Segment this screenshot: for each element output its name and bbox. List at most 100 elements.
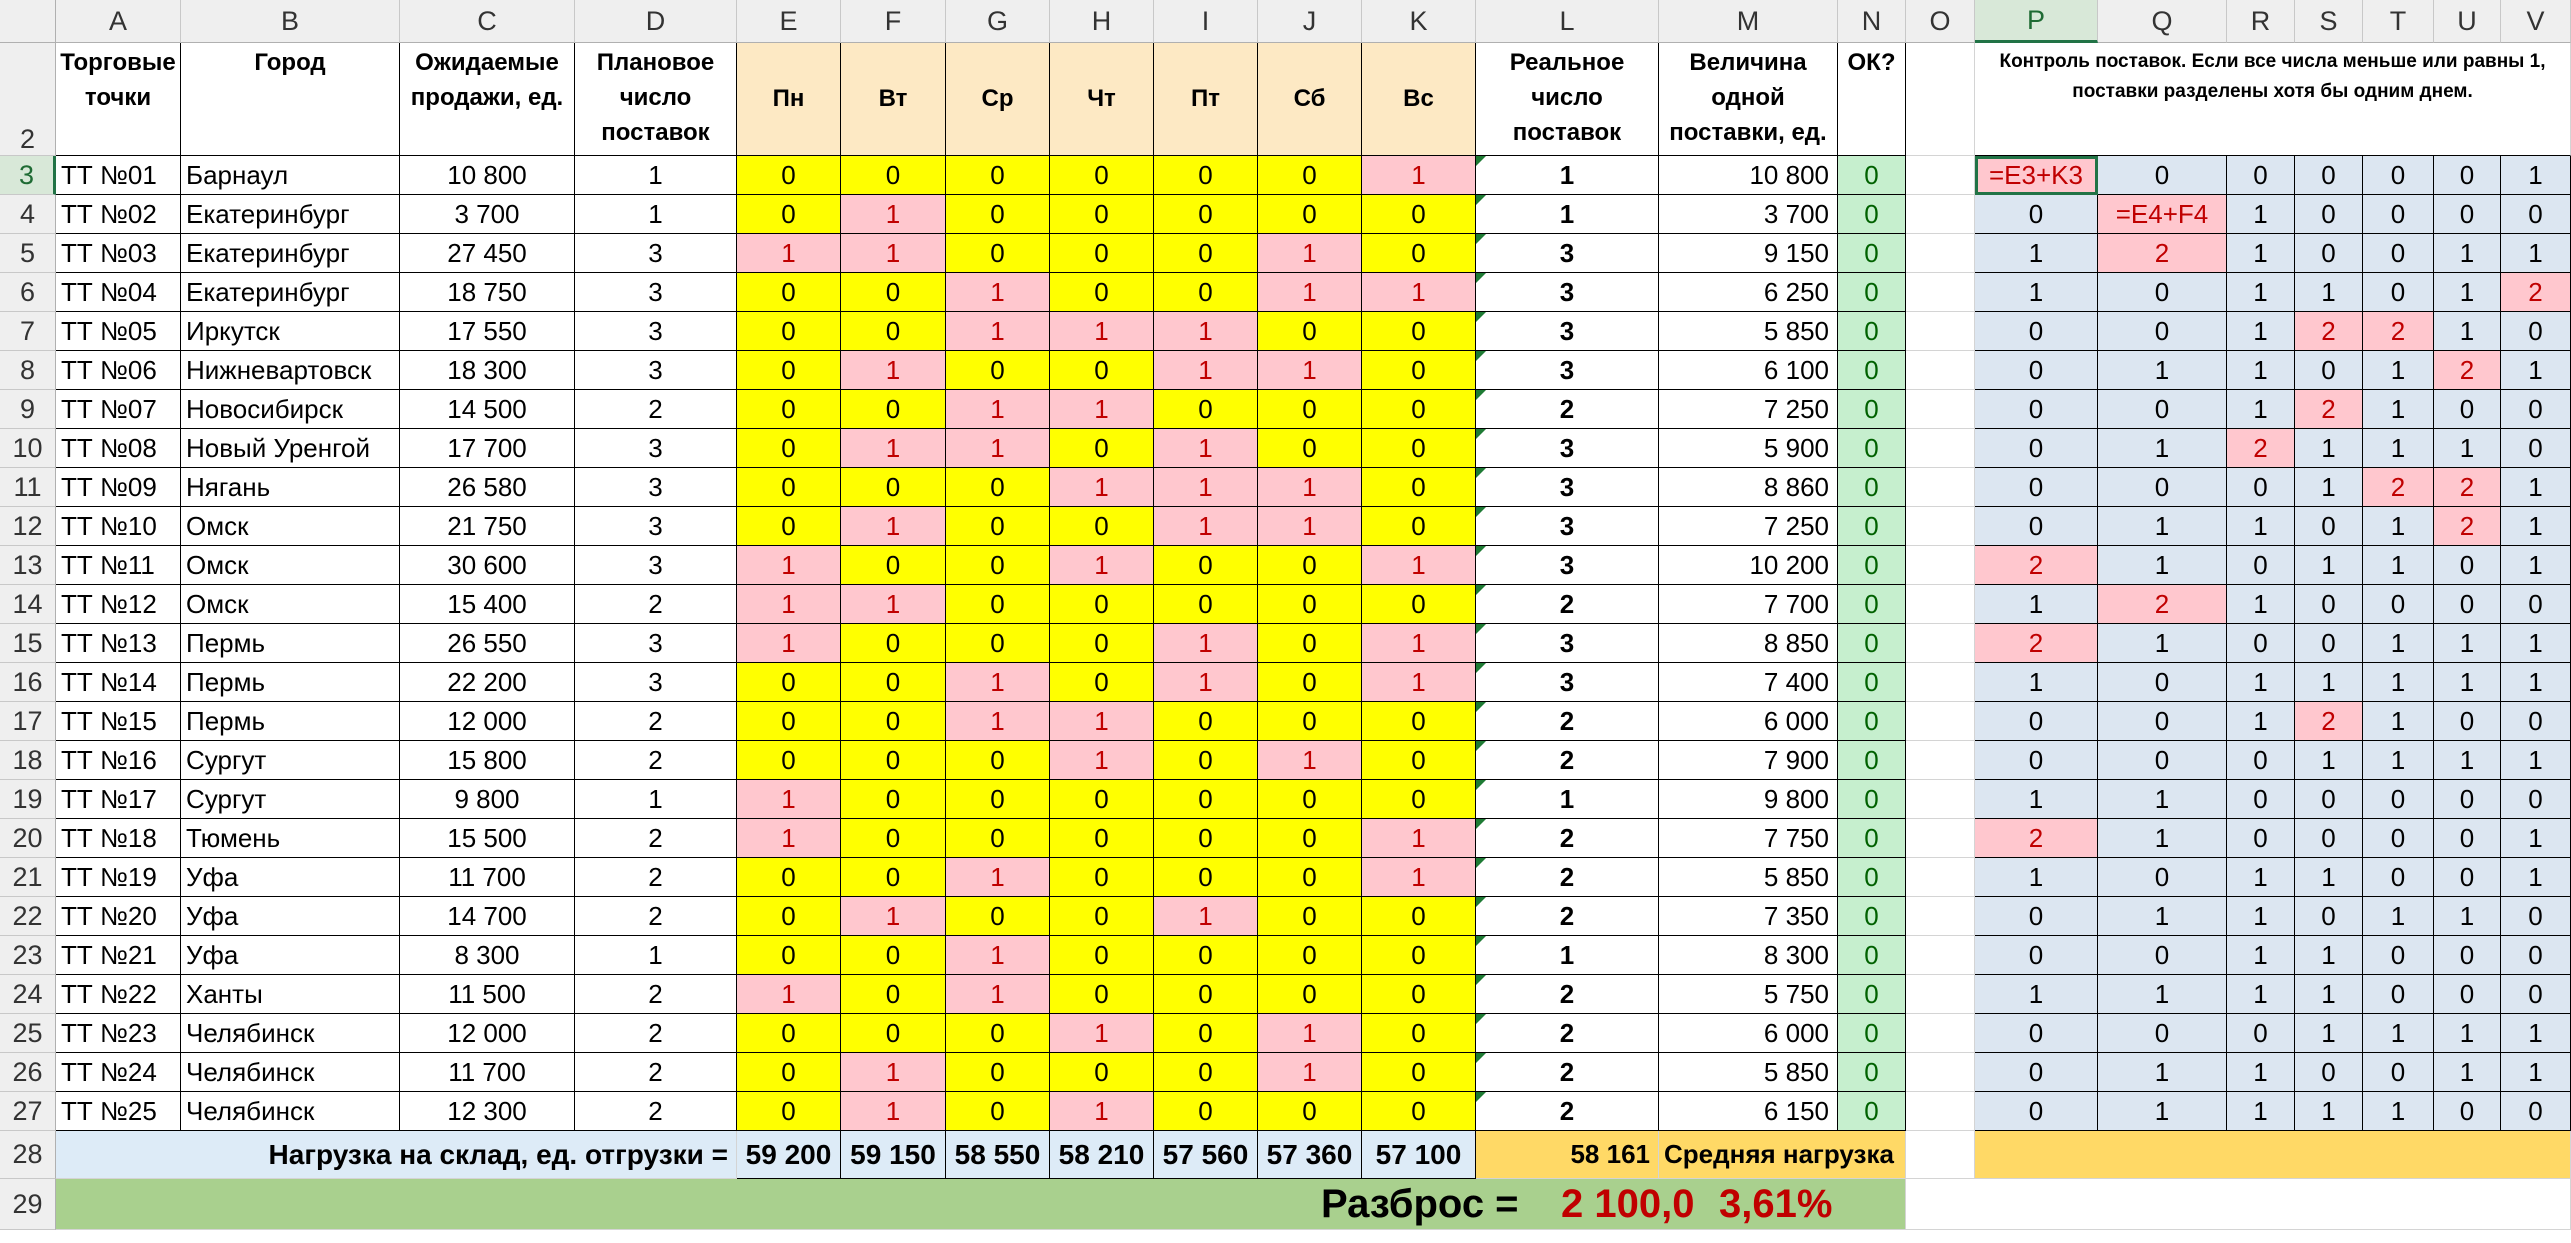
cell-sales[interactable]: 26 580 [400,468,575,507]
cell-plan[interactable]: 2 [575,1053,737,1092]
cell-plan[interactable]: 3 [575,546,737,585]
cell-control-r[interactable]: 0 [2227,1014,2295,1053]
cell-size[interactable]: 10 200 [1659,546,1838,585]
cell-day-7[interactable]: 0 [1362,1092,1476,1131]
cell-ok[interactable]: 0 [1838,663,1906,702]
cell-day-6[interactable]: 0 [1258,1092,1362,1131]
cell-real[interactable]: 3 [1476,468,1659,507]
cell-sales[interactable]: 18 300 [400,351,575,390]
cell-control-u[interactable]: 1 [2434,897,2501,936]
cell-control-t[interactable]: 0 [2363,195,2434,234]
cell-size[interactable]: 6 250 [1659,273,1838,312]
row-header-14[interactable]: 14 [0,585,56,624]
cell-control-t[interactable]: 0 [2363,975,2434,1014]
cell-control-p[interactable]: 1 [1975,273,2098,312]
cell-day-2[interactable]: 0 [841,663,946,702]
cell-day-1[interactable]: 0 [737,156,841,195]
cell-control-s[interactable]: 0 [2295,780,2363,819]
cell-city[interactable]: Тюмень [181,819,400,858]
cell-control-u[interactable]: 0 [2434,936,2501,975]
header-planovoe-chislo[interactable]: Плановое число поставок [575,43,737,156]
row-header-23[interactable]: 23 [0,936,56,975]
cell-day-5[interactable]: 0 [1154,702,1258,741]
row-header-3[interactable]: 3 [0,156,56,195]
cell-control-t[interactable]: 0 [2363,1053,2434,1092]
cell-day-4[interactable]: 0 [1050,1053,1154,1092]
cell-day-4[interactable]: 0 [1050,234,1154,273]
cell-day-7[interactable]: 0 [1362,975,1476,1014]
cell-ok[interactable]: 0 [1838,312,1906,351]
cell-control-q[interactable]: 0 [2098,1014,2227,1053]
cell-size[interactable]: 5 850 [1659,312,1838,351]
cell-control-s[interactable]: 0 [2295,507,2363,546]
cell-sales[interactable]: 21 750 [400,507,575,546]
cell-day-4[interactable]: 0 [1050,507,1154,546]
cell-control-p[interactable]: 0 [1975,390,2098,429]
cell-tt[interactable]: ТТ №10 [56,507,181,546]
cell-day-4[interactable]: 0 [1050,780,1154,819]
cell-day-6[interactable]: 0 [1258,858,1362,897]
cell-real[interactable]: 1 [1476,156,1659,195]
cell-plan[interactable]: 3 [575,468,737,507]
header-day-6[interactable]: Сб [1258,43,1362,156]
cell-control-p[interactable]: 0 [1975,351,2098,390]
cell-day-4[interactable]: 0 [1050,156,1154,195]
cell-control-s[interactable]: 0 [2295,156,2363,195]
cell-control-q[interactable]: 2 [2098,234,2227,273]
cell-day-6[interactable]: 0 [1258,429,1362,468]
cell-control-p[interactable]: 0 [1975,936,2098,975]
cell-day-6[interactable]: 1 [1258,507,1362,546]
cell-control-s[interactable]: 1 [2295,468,2363,507]
cell-real[interactable]: 2 [1476,1092,1659,1131]
cell-ok[interactable]: 0 [1838,156,1906,195]
cell-day-5[interactable]: 1 [1154,351,1258,390]
cell-plan[interactable]: 1 [575,156,737,195]
cell-ok[interactable]: 0 [1838,858,1906,897]
cell-control-v[interactable]: 0 [2501,312,2571,351]
cell-real[interactable]: 2 [1476,702,1659,741]
cell-o[interactable] [1906,429,1975,468]
cell-ok[interactable]: 0 [1838,585,1906,624]
cell-plan[interactable]: 3 [575,429,737,468]
cell-control-q[interactable]: 1 [2098,780,2227,819]
cell-size[interactable]: 7 700 [1659,585,1838,624]
cell-control-q[interactable]: 1 [2098,351,2227,390]
cell-day-7[interactable]: 0 [1362,390,1476,429]
cell-control-v[interactable]: 0 [2501,975,2571,1014]
cell-day-2[interactable]: 1 [841,1092,946,1131]
cell-size[interactable]: 6 000 [1659,1014,1838,1053]
cell-day-2[interactable]: 1 [841,234,946,273]
row-header-4[interactable]: 4 [0,195,56,234]
cell-control-t[interactable]: 1 [2363,351,2434,390]
warehouse-load-7[interactable]: 57 100 [1362,1131,1476,1179]
cell-control-u[interactable]: 0 [2434,585,2501,624]
cell-day-7[interactable]: 0 [1362,312,1476,351]
cell-day-1[interactable]: 0 [737,663,841,702]
cell-day-5[interactable]: 0 [1154,390,1258,429]
cell-day-1[interactable]: 0 [737,702,841,741]
warehouse-load-4[interactable]: 58 210 [1050,1131,1154,1179]
cell-control-r[interactable]: 2 [2227,429,2295,468]
cell-control-r[interactable]: 1 [2227,273,2295,312]
cell-o2[interactable] [1906,43,1975,156]
cell-control-v[interactable]: 1 [2501,234,2571,273]
column-header-p[interactable]: P [1975,0,2098,43]
cell-control-u[interactable]: 1 [2434,234,2501,273]
average-load-value[interactable]: 58 161 [1476,1131,1659,1179]
column-header-c[interactable]: C [400,0,575,43]
row-header-27[interactable]: 27 [0,1092,56,1131]
cell-real[interactable]: 2 [1476,858,1659,897]
cell-control-p[interactable]: 1 [1975,234,2098,273]
cell-control-p[interactable]: 0 [1975,1053,2098,1092]
cell-control-v[interactable]: 0 [2501,897,2571,936]
cell-day-2[interactable]: 1 [841,195,946,234]
cell-city[interactable]: Пермь [181,624,400,663]
cell-control-v[interactable]: 0 [2501,390,2571,429]
cell-day-5[interactable]: 1 [1154,897,1258,936]
cell-control-u[interactable]: 1 [2434,624,2501,663]
cell-o[interactable] [1906,858,1975,897]
column-header-i[interactable]: I [1154,0,1258,43]
average-load-label[interactable]: Средняя нагрузка [1659,1131,1906,1179]
cell-control-p[interactable]: 0 [1975,1092,2098,1131]
